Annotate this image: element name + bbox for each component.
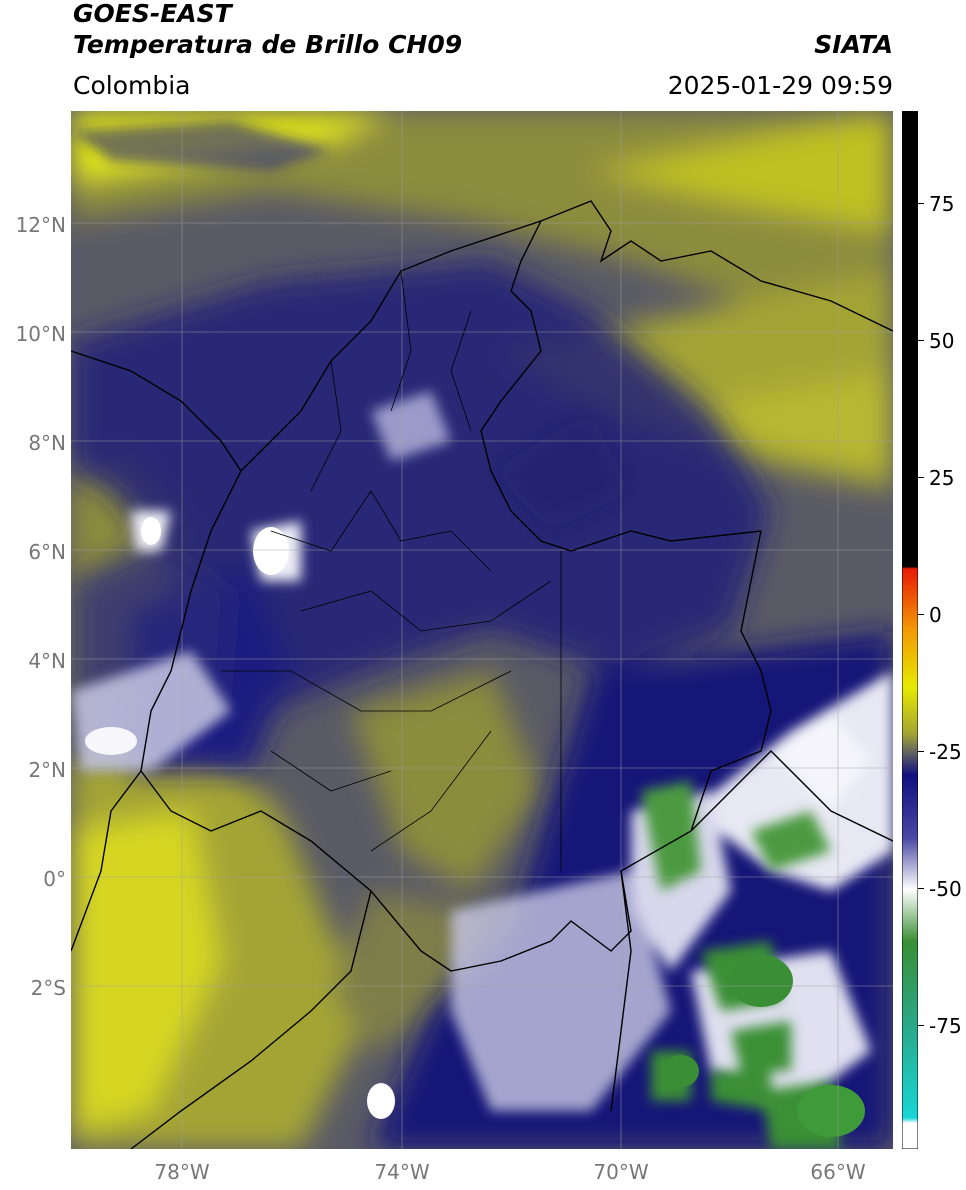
colorbar-label-25: 25 xyxy=(929,466,955,490)
satellite-map xyxy=(71,111,893,1149)
product-title: Temperatura de Brillo CH09 xyxy=(73,30,463,59)
lat-label-0: 0° xyxy=(43,867,66,891)
lon-label-74w: 74°W xyxy=(374,1160,430,1184)
lat-label-12n: 12°N xyxy=(15,213,66,237)
lat-label-2s: 2°S xyxy=(30,976,66,1000)
satellite-title: GOES-EAST xyxy=(73,0,232,28)
colorbar-tick xyxy=(918,614,924,616)
lat-label-2n: 2°N xyxy=(28,758,66,782)
colorbar-tick xyxy=(918,1025,924,1027)
colorbar-gradient xyxy=(902,111,918,1149)
organization-label: SIATA xyxy=(814,30,893,59)
colorbar-label-neg50: -50 xyxy=(929,877,962,901)
lon-label-78w: 78°W xyxy=(154,1160,210,1184)
lat-label-10n: 10°N xyxy=(15,322,66,346)
lon-label-66w: 66°W xyxy=(810,1160,866,1184)
colorbar-tick xyxy=(918,477,924,479)
lat-label-6n: 6°N xyxy=(28,540,66,564)
lat-label-8n: 8°N xyxy=(28,431,66,455)
country-borders xyxy=(71,200,893,1149)
colorbar-label-neg75: -75 xyxy=(929,1014,962,1038)
colorbar-label-50: 50 xyxy=(929,329,955,353)
colorbar-tick xyxy=(918,203,924,205)
colorbar-tick xyxy=(918,751,924,753)
colorbar-label-neg25: -25 xyxy=(929,740,962,764)
colorbar-tick xyxy=(918,340,924,342)
colorbar-label-0: 0 xyxy=(929,603,942,627)
map-gridlines xyxy=(71,111,893,1149)
cloud-field xyxy=(71,111,893,1149)
colorbar-tick xyxy=(918,888,924,890)
colorbar-label-75: 75 xyxy=(929,192,955,216)
lon-label-70w: 70°W xyxy=(593,1160,649,1184)
region-label: Colombia xyxy=(73,71,191,100)
timestamp-label: 2025-01-29 09:59 xyxy=(667,71,893,100)
lat-label-4n: 4°N xyxy=(28,649,66,673)
